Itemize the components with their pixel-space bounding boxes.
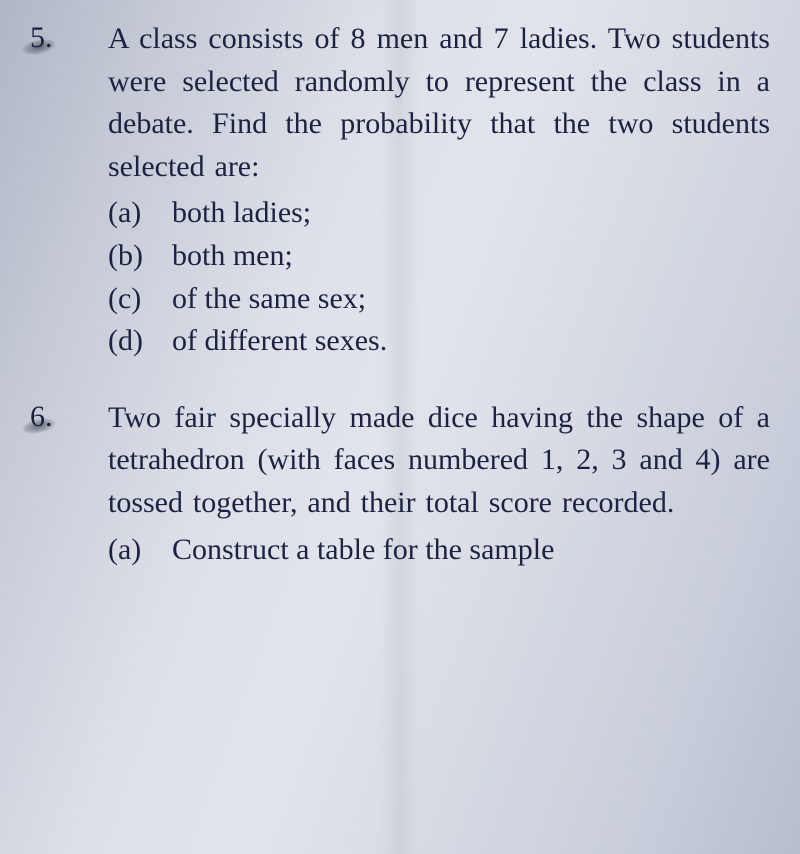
problem-body: Two fair specially made dice having the … [108,397,770,571]
problem-part-d: (d) of different sexes. [108,320,770,363]
part-text: both men; [172,235,293,278]
problem-5: 5. A class consists of 8 men and 7 ladie… [30,18,770,363]
problem-parts: (a) both ladies; (b) both men; (c) of th… [108,192,770,362]
problem-number-column: 5. [30,18,108,59]
problem-part-a: (a) Construct a table for the sample [108,529,770,572]
part-text: Construct a table for the sample [172,529,554,572]
part-text: both ladies; [172,192,311,235]
problem-part-a: (a) both ladies; [108,192,770,235]
problem-body: A class consists of 8 men and 7 ladies. … [108,18,770,363]
part-label: (b) [108,235,172,278]
page: 5. A class consists of 8 men and 7 ladie… [0,0,800,854]
part-label: (c) [108,278,172,321]
problem-number-column: 6. [30,397,108,438]
part-label: (a) [108,192,172,235]
problem-parts: (a) Construct a table for the sample [108,529,770,572]
part-label: (a) [108,529,172,572]
problem-part-b: (b) both men; [108,235,770,278]
pen-mark-icon [21,37,57,58]
part-text: of the same sex; [172,278,366,321]
part-label: (d) [108,320,172,363]
problem-6: 6. Two fair specially made dice having t… [30,397,770,571]
problem-part-c: (c) of the same sex; [108,278,770,321]
problem-stem: A class consists of 8 men and 7 ladies. … [108,18,770,188]
problem-stem: Two fair specially made dice having the … [108,397,770,525]
part-text: of different sexes. [172,320,387,363]
pen-mark-icon [21,415,57,436]
